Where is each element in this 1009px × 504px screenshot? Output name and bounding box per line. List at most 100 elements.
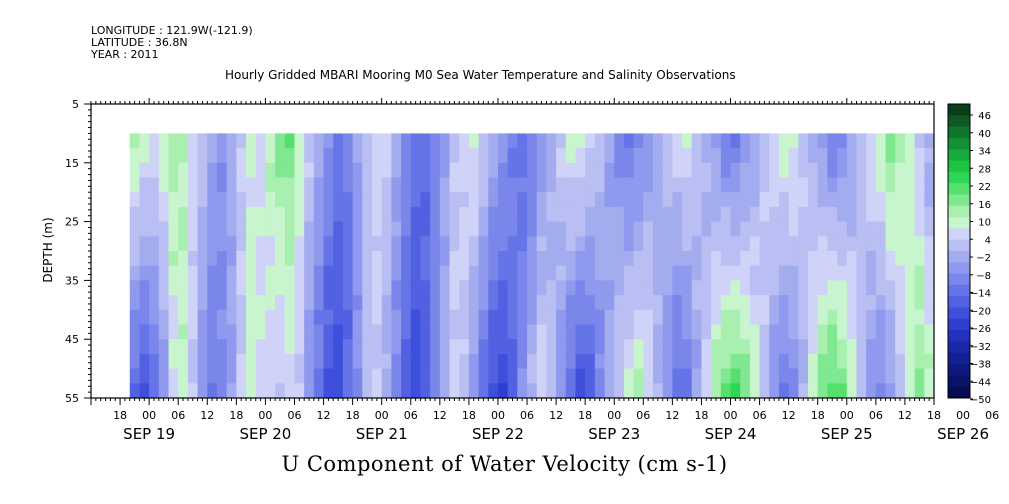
heatmap-cell bbox=[827, 251, 838, 267]
heatmap-cell bbox=[468, 368, 480, 384]
heatmap-cell bbox=[401, 251, 412, 267]
heatmap-cell bbox=[507, 133, 518, 149]
heatmap-cell bbox=[837, 265, 848, 281]
heatmap-cell bbox=[226, 295, 237, 311]
heatmap-cell bbox=[788, 280, 799, 296]
heatmap-cell bbox=[313, 368, 325, 384]
heatmap-cell bbox=[546, 177, 557, 193]
heatmap-cell bbox=[856, 133, 867, 149]
heatmap-cell bbox=[759, 206, 770, 223]
heatmap-cell bbox=[497, 148, 509, 164]
heatmap-cell bbox=[866, 280, 877, 296]
heatmap-cell bbox=[129, 295, 141, 311]
colorbar-swatch bbox=[948, 341, 970, 354]
colorbar-swatch bbox=[948, 228, 970, 241]
colorbar-swatch bbox=[948, 217, 970, 229]
heatmap-cell bbox=[643, 353, 654, 370]
heatmap-cell bbox=[255, 265, 267, 281]
heatmap-cell bbox=[323, 295, 334, 311]
heatmap-cell bbox=[594, 383, 606, 398]
heatmap-cell bbox=[216, 221, 228, 237]
heatmap-cell bbox=[914, 236, 925, 252]
heatmap-cell bbox=[653, 368, 664, 384]
heatmap-cell bbox=[934, 339, 944, 354]
heatmap-cell bbox=[410, 295, 422, 311]
colorbar-swatch bbox=[948, 273, 970, 286]
heatmap-cell bbox=[895, 221, 906, 237]
heatmap-cell bbox=[488, 280, 499, 296]
heatmap-cell bbox=[759, 295, 770, 311]
heatmap-cell bbox=[701, 339, 712, 355]
heatmap-cell bbox=[720, 383, 732, 398]
heatmap-cell bbox=[507, 251, 518, 267]
heatmap-cell bbox=[730, 177, 741, 193]
heatmap-cell bbox=[294, 295, 305, 311]
heatmap-cell bbox=[730, 162, 741, 179]
heatmap-cell bbox=[594, 162, 606, 179]
heatmap-cell bbox=[546, 295, 557, 311]
heatmap-cell bbox=[992, 266, 1002, 281]
heatmap-cell bbox=[168, 148, 179, 164]
heatmap-cell bbox=[788, 133, 799, 149]
heatmap-cell bbox=[323, 324, 334, 340]
heatmap-cell bbox=[410, 133, 422, 149]
heatmap-cell bbox=[885, 192, 896, 208]
heatmap-cell bbox=[226, 339, 237, 355]
heatmap-cell bbox=[614, 280, 625, 296]
heatmap-cell bbox=[517, 177, 528, 193]
heatmap-cell bbox=[362, 309, 373, 326]
heatmap-cell bbox=[333, 177, 344, 193]
heatmap-cell bbox=[788, 162, 799, 179]
heatmap-cell bbox=[497, 339, 509, 355]
heatmap-cell bbox=[362, 221, 373, 237]
heatmap-cell bbox=[585, 251, 596, 267]
heatmap-cell bbox=[934, 266, 944, 281]
heatmap-cell bbox=[536, 265, 548, 281]
heatmap-cell bbox=[769, 383, 780, 398]
heatmap-cell bbox=[846, 206, 858, 223]
heatmap-cell bbox=[265, 192, 276, 208]
heatmap-cell bbox=[246, 162, 257, 179]
heatmap-cell bbox=[527, 368, 538, 384]
heatmap-cell bbox=[129, 221, 141, 237]
heatmap-cell bbox=[846, 353, 858, 370]
heatmap-cell bbox=[749, 162, 761, 179]
heatmap-cell bbox=[904, 280, 916, 296]
heatmap-cell bbox=[430, 383, 441, 398]
heatmap-cell bbox=[439, 353, 451, 370]
heatmap-cell bbox=[333, 162, 344, 179]
heatmap-cell bbox=[585, 280, 596, 296]
heatmap-cell bbox=[778, 353, 790, 370]
heatmap-cell bbox=[866, 324, 877, 340]
heatmap-cell bbox=[633, 133, 644, 149]
heatmap-cell bbox=[614, 383, 625, 398]
heatmap-cell bbox=[720, 133, 732, 149]
heatmap-cell bbox=[759, 162, 770, 179]
heatmap-cell bbox=[255, 148, 267, 164]
heatmap-cell bbox=[507, 206, 518, 223]
heatmap-cell bbox=[808, 324, 819, 340]
heatmap-cell bbox=[391, 324, 402, 340]
heatmap-cell bbox=[313, 236, 325, 252]
heatmap-cell bbox=[720, 221, 732, 237]
heatmap-cell bbox=[236, 383, 247, 398]
heatmap-cell bbox=[468, 251, 480, 267]
heatmap-cell bbox=[798, 265, 809, 281]
heatmap-cell bbox=[284, 309, 296, 326]
heatmap-cell bbox=[207, 148, 218, 164]
heatmap-cell bbox=[788, 368, 799, 384]
heatmap-cell bbox=[449, 236, 460, 252]
colorbar-label: 28 bbox=[978, 164, 991, 175]
heatmap-cell bbox=[507, 383, 518, 398]
heatmap-cell bbox=[313, 206, 325, 223]
heatmap-cell bbox=[749, 383, 761, 398]
heatmap-cell bbox=[381, 177, 392, 193]
heatmap-cell bbox=[420, 162, 431, 179]
heatmap-cell bbox=[207, 368, 218, 384]
heatmap-cell bbox=[401, 368, 412, 384]
heatmap-cell bbox=[691, 368, 703, 384]
heatmap-cell bbox=[885, 265, 896, 281]
heatmap-cell bbox=[546, 251, 557, 267]
heatmap-cell bbox=[187, 383, 199, 398]
heatmap-cell bbox=[653, 148, 664, 164]
